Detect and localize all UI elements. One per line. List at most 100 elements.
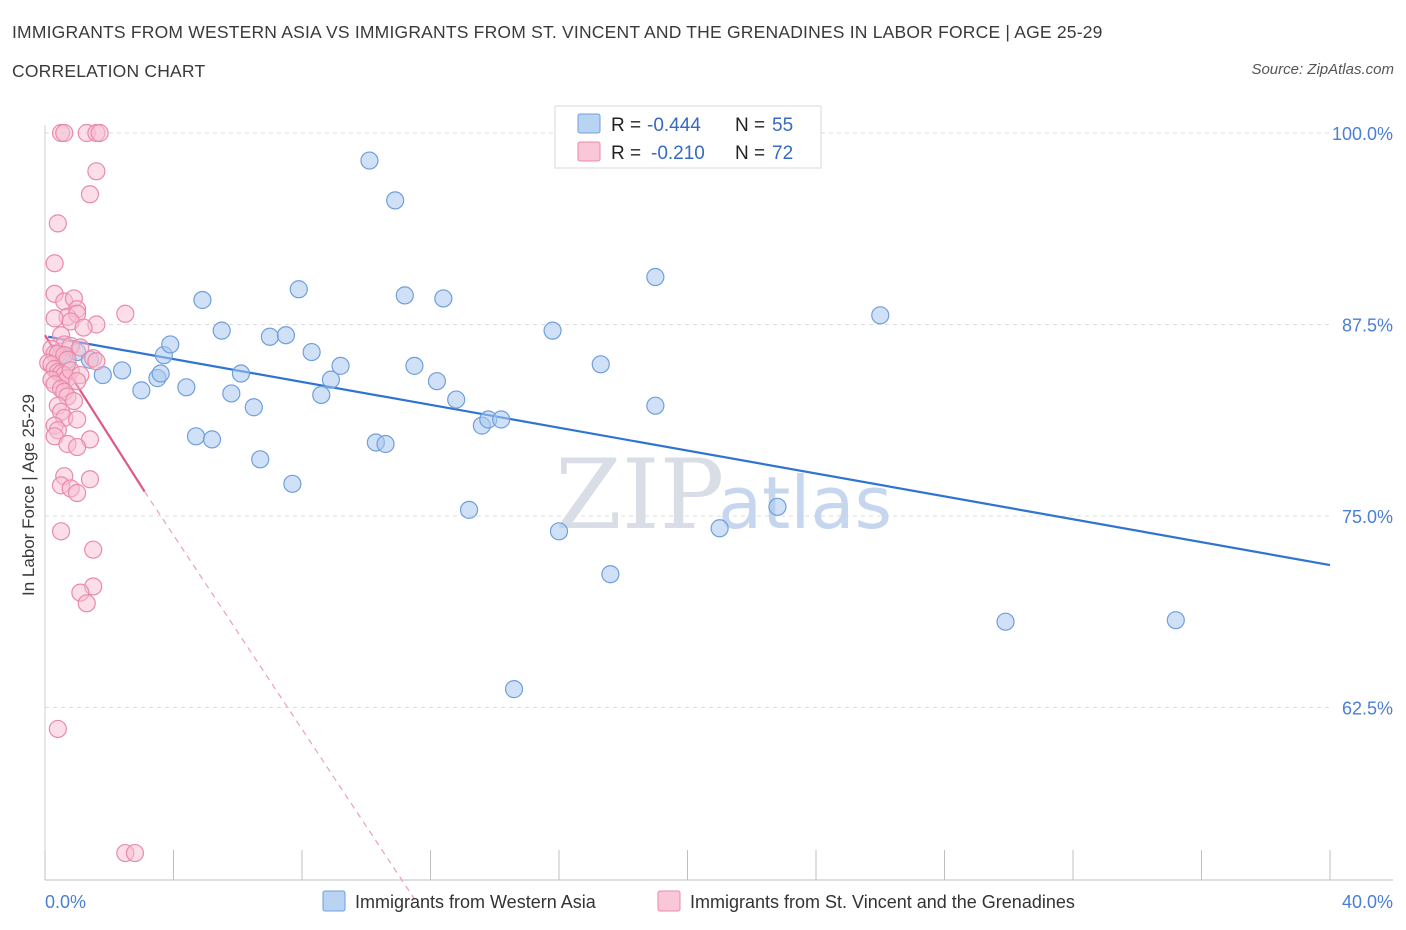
point-st-vincent	[48, 719, 67, 739]
point-western-asia	[283, 474, 302, 493]
point-western-asia	[222, 384, 241, 403]
point-western-asia	[289, 280, 308, 299]
point-st-vincent	[45, 309, 64, 328]
trend-line-st-vincent-extension	[144, 491, 415, 900]
watermark-atlas: atlas	[718, 461, 892, 545]
point-st-vincent	[87, 162, 106, 181]
point-western-asia	[504, 680, 524, 699]
legend-swatch-st-vincent	[577, 141, 601, 162]
watermark: ZIP atlas	[555, 439, 892, 551]
y-axis-label: In Labor Force | Age 25-29	[19, 394, 38, 596]
point-western-asia	[427, 372, 447, 391]
point-western-asia	[1166, 611, 1185, 630]
point-western-asia	[492, 410, 511, 429]
trend-lines	[44, 334, 1331, 900]
point-western-asia	[768, 497, 787, 516]
legend-n-value-st-vincent: 72	[772, 143, 793, 164]
point-st-vincent	[71, 338, 90, 357]
point-western-asia	[646, 396, 665, 415]
point-western-asia	[395, 286, 414, 305]
point-st-vincent	[74, 318, 93, 337]
point-st-vincent	[55, 123, 74, 143]
legend-n-label-st-vincent: N =	[735, 143, 765, 164]
point-st-vincent	[51, 522, 71, 541]
bottom-legend-swatch-st-vincent	[657, 890, 681, 912]
x-tick-label-max: 40.0%	[1342, 892, 1393, 912]
point-western-asia	[202, 430, 222, 449]
point-st-vincent	[68, 410, 87, 429]
series-st-vincent-points	[39, 123, 145, 863]
point-western-asia	[447, 390, 466, 409]
point-western-asia	[459, 500, 479, 519]
point-st-vincent	[68, 437, 87, 457]
point-western-asia	[543, 321, 562, 340]
legend-r-value-st-vincent: -0.210	[651, 143, 705, 164]
point-western-asia	[601, 565, 620, 584]
point-st-vincent	[90, 123, 109, 143]
y-tick-label: 100.0%	[1332, 124, 1393, 144]
point-western-asia	[331, 356, 350, 375]
point-western-asia	[132, 381, 151, 400]
series-western-asia-points	[51, 151, 1185, 699]
point-western-asia	[434, 289, 453, 308]
point-st-vincent	[48, 214, 67, 233]
point-western-asia	[276, 326, 296, 345]
point-western-asia	[996, 612, 1015, 631]
correlation-legend: R = -0.444 N = 55 R = -0.210 N = 72	[554, 105, 822, 169]
source-label: Source: ZipAtlas.com	[1251, 61, 1394, 78]
bottom-legend-label-western-asia: Immigrants from Western Asia	[355, 892, 597, 912]
x-axis	[44, 125, 1393, 881]
point-western-asia	[710, 519, 729, 538]
point-western-asia	[312, 385, 331, 405]
point-western-asia	[871, 306, 890, 325]
watermark-zip: ZIP	[555, 439, 724, 551]
point-western-asia	[251, 450, 270, 469]
point-western-asia	[360, 151, 379, 170]
legend-r-label-st-vincent: R =	[611, 143, 641, 164]
point-st-vincent	[68, 372, 87, 391]
point-western-asia	[549, 522, 569, 541]
point-western-asia	[405, 356, 424, 375]
series-legend: Immigrants from Western Asia Immigrants …	[322, 890, 1075, 912]
point-western-asia	[177, 378, 196, 397]
chart-title: IMMIGRANTS FROM WESTERN ASIA VS IMMIGRAN…	[12, 22, 1103, 42]
point-st-vincent	[45, 254, 64, 273]
bottom-legend-swatch-western-asia	[322, 890, 346, 912]
point-western-asia	[260, 327, 279, 346]
legend-n-label-western-asia: N =	[735, 115, 765, 136]
grid-lines	[45, 132, 1330, 708]
point-western-asia	[646, 267, 665, 287]
point-st-vincent	[80, 470, 100, 489]
point-western-asia	[193, 290, 212, 310]
y-tick-labels: 100.0% 87.5% 75.0% 62.5%	[1332, 124, 1393, 719]
point-western-asia	[591, 355, 610, 374]
point-st-vincent	[80, 185, 100, 204]
point-st-vincent	[125, 843, 145, 863]
x-tick-label-min: 0.0%	[45, 892, 86, 912]
legend-swatch-western-asia	[577, 113, 601, 134]
trend-line-western-asia	[48, 335, 1331, 567]
y-tick-label: 62.5%	[1342, 699, 1393, 719]
y-tick-label: 87.5%	[1342, 316, 1393, 336]
legend-r-value-western-asia: -0.444	[647, 115, 701, 136]
point-western-asia	[151, 364, 170, 383]
point-western-asia	[376, 434, 395, 454]
point-st-vincent	[68, 483, 87, 503]
point-st-vincent	[84, 540, 103, 559]
legend-r-label-western-asia: R =	[611, 115, 641, 136]
point-western-asia	[231, 364, 251, 383]
bottom-legend-label-st-vincent: Immigrants from St. Vincent and the Gren…	[690, 892, 1075, 912]
point-western-asia	[161, 335, 180, 354]
point-western-asia	[212, 321, 231, 340]
point-western-asia	[321, 370, 341, 389]
legend-n-value-western-asia: 55	[772, 115, 793, 136]
point-st-vincent	[77, 594, 96, 613]
chart-subtitle: CORRELATION CHART	[12, 61, 206, 81]
point-western-asia	[302, 342, 321, 362]
point-western-asia	[244, 398, 263, 417]
point-st-vincent	[116, 304, 135, 323]
point-western-asia	[186, 427, 206, 446]
y-tick-label: 75.0%	[1342, 507, 1393, 527]
point-western-asia	[386, 191, 405, 210]
